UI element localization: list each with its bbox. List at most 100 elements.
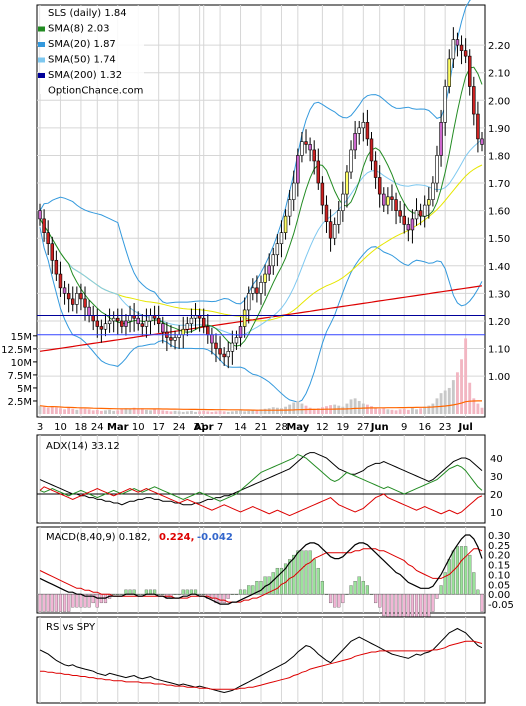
- macd-histogram-bar: [46, 594, 50, 612]
- candle-body: [238, 326, 243, 338]
- candle-body: [156, 317, 161, 325]
- macd-y-tick-label: 0.15: [488, 561, 510, 572]
- candle-body: [480, 138, 484, 145]
- candle-body: [377, 177, 382, 195]
- macd-histogram-bar: [464, 546, 468, 595]
- volume-bar: [476, 403, 480, 414]
- volume-bar: [316, 408, 320, 414]
- volume-bar: [243, 411, 247, 414]
- macd-signal-value: 0.224,: [159, 532, 194, 543]
- candle-body: [83, 298, 87, 308]
- macd-histogram-bar: [124, 589, 128, 595]
- price-y-tick-label: 1.70: [488, 179, 510, 190]
- volume-bar: [83, 408, 87, 414]
- volume-bar: [312, 408, 316, 414]
- macd-histogram-bar: [378, 594, 382, 608]
- macd-histogram-bar: [443, 572, 447, 595]
- volume-bar: [54, 407, 58, 414]
- macd-histogram-bar: [177, 594, 181, 595]
- volume-bar: [378, 408, 382, 414]
- volume-bar: [136, 409, 140, 414]
- candle-body: [201, 317, 206, 327]
- macd-histogram-bar: [112, 594, 116, 595]
- volume-bar: [59, 408, 62, 414]
- macd-histogram-bar: [83, 594, 87, 608]
- candle-body: [267, 265, 271, 275]
- volume-bar: [79, 408, 83, 414]
- x-tick-label: 24: [91, 422, 104, 433]
- adx-series-line: [39, 453, 483, 502]
- macd-histogram-bar: [328, 594, 333, 604]
- macd-histogram-bar: [67, 594, 71, 612]
- candle-body: [292, 182, 296, 200]
- macd-y-tick-label: 0.05: [488, 580, 510, 591]
- candle-body: [124, 320, 128, 327]
- candle-body: [206, 326, 210, 336]
- macd-histogram-bar: [230, 594, 234, 595]
- macd-histogram-bar: [62, 594, 67, 612]
- candle-body: [316, 160, 321, 184]
- macd-y-tick-label: 0.10: [488, 570, 510, 581]
- candle-body: [451, 39, 456, 60]
- x-tick-label: 9: [401, 422, 407, 433]
- macd-histogram-bar: [58, 594, 63, 612]
- volume-bar: [149, 410, 152, 414]
- macd-histogram-bar: [357, 576, 361, 595]
- legend-label: OptionChance.com: [48, 86, 143, 97]
- candle-body: [255, 287, 259, 294]
- macd-histogram-bar: [181, 589, 185, 595]
- macd-histogram-bar: [468, 554, 472, 595]
- volume-bar: [443, 390, 447, 414]
- volume-bar: [63, 409, 66, 414]
- volume-tick-label: 12.5M: [1, 345, 32, 356]
- macd-histogram-bar: [292, 554, 296, 595]
- candle-body: [435, 155, 439, 184]
- macd-histogram-bar: [144, 589, 148, 595]
- volume-bar: [480, 407, 484, 414]
- price-y-tick-label: 1.30: [488, 289, 510, 300]
- macd-histogram-bar: [71, 594, 75, 608]
- legend-label: SMA(8) 2.03: [48, 24, 109, 35]
- volume-bar: [259, 409, 263, 414]
- macd-histogram-bar: [345, 594, 349, 595]
- macd-histogram-bar: [157, 594, 161, 595]
- volume-bar: [410, 407, 414, 414]
- volume-bar: [464, 338, 468, 414]
- macd-histogram-bar: [54, 594, 58, 612]
- candle-body: [422, 204, 427, 217]
- macd-y-tick-label: -0.05: [488, 600, 514, 611]
- macd-histogram-bar: [95, 594, 99, 608]
- price-y-tick-label: 2.20: [488, 41, 510, 52]
- x-tick-label: 14: [234, 422, 247, 433]
- candle-body: [128, 315, 132, 322]
- adx-panel: 40 30 20 10 ADX(14) 33.12: [36, 434, 503, 524]
- candle-body: [79, 293, 83, 300]
- candle-body: [246, 293, 251, 311]
- volume-bar: [370, 406, 373, 414]
- candle-body: [353, 133, 357, 151]
- macd-histogram-bar: [312, 559, 316, 595]
- volume-tick-label: 2.5M: [7, 397, 32, 408]
- candle-body: [296, 155, 300, 184]
- volume-bar: [177, 411, 181, 414]
- volume-bar: [210, 411, 214, 414]
- macd-histogram-bar: [304, 550, 308, 595]
- candle-body: [467, 55, 472, 87]
- volume-bar: [104, 410, 107, 414]
- x-tick-label: 18: [75, 422, 88, 433]
- x-tick-label: 3: [37, 422, 43, 433]
- macd-histogram-bar: [427, 594, 431, 621]
- legend-background: [40, 6, 144, 94]
- macd-histogram-bar: [341, 594, 345, 604]
- volume-bar: [325, 406, 328, 414]
- volume-average-line: [39, 400, 482, 411]
- macd-histogram-bar: [480, 594, 484, 612]
- macd-histogram-bar: [140, 594, 144, 595]
- volume-bar: [386, 409, 390, 414]
- macd-label: MACD(8,40,9) 0.182,: [46, 532, 151, 543]
- candle-body: [116, 317, 120, 322]
- candle-body: [443, 86, 447, 123]
- candle-body: [226, 351, 230, 358]
- candle-body: [103, 323, 108, 330]
- x-tick-label: 31: [193, 422, 206, 433]
